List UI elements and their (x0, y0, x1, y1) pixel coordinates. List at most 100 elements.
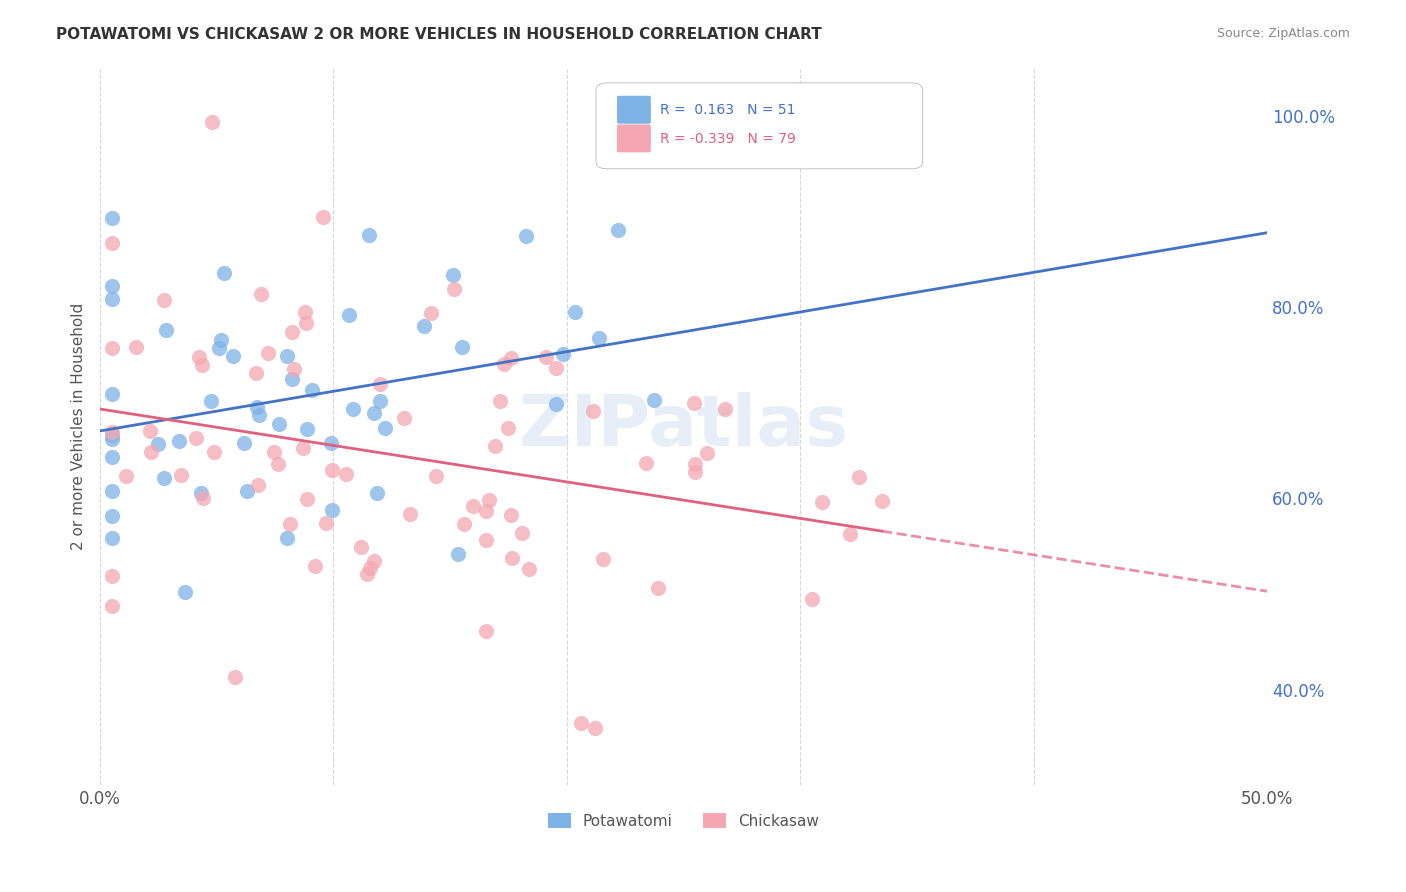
Potawatomi (643, 393, 665, 408)
Chickasaw (419, 306, 441, 320)
Potawatomi (167, 434, 190, 449)
FancyBboxPatch shape (596, 83, 922, 169)
Chickasaw (188, 350, 211, 364)
Legend: Potawatomi, Chickasaw: Potawatomi, Chickasaw (541, 806, 825, 835)
Chickasaw (461, 499, 484, 513)
Chickasaw (475, 624, 498, 638)
Potawatomi (546, 397, 568, 411)
Potawatomi (101, 387, 124, 401)
Chickasaw (356, 566, 378, 581)
Potawatomi (363, 406, 385, 420)
Potawatomi (236, 483, 259, 498)
Chickasaw (312, 210, 335, 224)
Chickasaw (295, 316, 318, 330)
Chickasaw (170, 467, 193, 482)
Text: ZIPatlas: ZIPatlas (519, 392, 849, 461)
Chickasaw (125, 340, 148, 354)
Potawatomi (101, 531, 124, 545)
Chickasaw (800, 591, 823, 606)
Potawatomi (295, 422, 318, 436)
Potawatomi (153, 471, 176, 485)
Chickasaw (101, 599, 124, 613)
Chickasaw (839, 527, 862, 541)
Chickasaw (101, 569, 124, 583)
Chickasaw (359, 561, 381, 575)
Chickasaw (392, 410, 415, 425)
Potawatomi (515, 229, 537, 244)
Chickasaw (335, 467, 357, 481)
Potawatomi (368, 394, 391, 409)
Chickasaw (583, 721, 606, 735)
Chickasaw (321, 463, 343, 477)
Y-axis label: 2 or more Vehicles in Household: 2 or more Vehicles in Household (72, 303, 86, 550)
Chickasaw (475, 504, 498, 518)
Potawatomi (551, 347, 574, 361)
Potawatomi (101, 450, 124, 464)
Chickasaw (263, 445, 285, 459)
Potawatomi (101, 211, 124, 225)
Chickasaw (115, 469, 138, 483)
Chickasaw (141, 445, 163, 459)
Chickasaw (152, 293, 174, 308)
Chickasaw (247, 477, 270, 491)
Chickasaw (224, 669, 246, 683)
Potawatomi (146, 437, 169, 451)
Potawatomi (413, 319, 436, 334)
Chickasaw (101, 235, 124, 250)
Potawatomi (173, 585, 195, 599)
Chickasaw (569, 716, 592, 731)
Potawatomi (588, 331, 610, 345)
Chickasaw (139, 424, 162, 438)
Chickasaw (295, 491, 318, 506)
Chickasaw (683, 466, 706, 480)
Chickasaw (544, 361, 567, 376)
Chickasaw (267, 458, 290, 472)
Chickasaw (184, 431, 207, 445)
Text: POTAWATOMI VS CHICKASAW 2 OR MORE VEHICLES IN HOUSEHOLD CORRELATION CHART: POTAWATOMI VS CHICKASAW 2 OR MORE VEHICL… (56, 27, 823, 42)
Chickasaw (256, 345, 278, 359)
Chickasaw (592, 552, 614, 566)
Potawatomi (208, 341, 231, 355)
Chickasaw (202, 445, 225, 459)
Chickasaw (193, 491, 215, 506)
Chickasaw (489, 393, 512, 408)
Potawatomi (222, 349, 245, 363)
Chickasaw (582, 404, 605, 418)
Chickasaw (484, 439, 506, 453)
Potawatomi (269, 417, 291, 431)
Chickasaw (647, 581, 669, 595)
Chickasaw (683, 457, 706, 471)
Potawatomi (101, 427, 124, 442)
Chickasaw (534, 351, 557, 365)
Potawatomi (276, 531, 298, 545)
Potawatomi (101, 293, 124, 307)
Chickasaw (191, 359, 214, 373)
Chickasaw (494, 358, 516, 372)
FancyBboxPatch shape (617, 124, 651, 153)
Potawatomi (342, 402, 364, 417)
Text: R = -0.339   N = 79: R = -0.339 N = 79 (661, 132, 796, 145)
Chickasaw (281, 326, 304, 340)
Potawatomi (447, 547, 470, 561)
Potawatomi (101, 278, 124, 293)
Potawatomi (359, 227, 381, 242)
Chickasaw (363, 554, 385, 568)
Chickasaw (201, 115, 224, 129)
Chickasaw (683, 396, 706, 410)
Potawatomi (564, 305, 586, 319)
Potawatomi (246, 400, 269, 414)
Potawatomi (247, 408, 270, 422)
Chickasaw (399, 507, 422, 521)
Chickasaw (870, 493, 893, 508)
Chickasaw (249, 287, 271, 301)
Potawatomi (451, 340, 474, 354)
Chickasaw (714, 402, 737, 417)
Potawatomi (276, 349, 298, 363)
Chickasaw (501, 508, 523, 522)
Potawatomi (281, 371, 304, 385)
Chickasaw (474, 533, 496, 548)
Potawatomi (301, 384, 323, 398)
Chickasaw (634, 456, 657, 470)
Potawatomi (101, 508, 124, 523)
Potawatomi (366, 486, 388, 500)
